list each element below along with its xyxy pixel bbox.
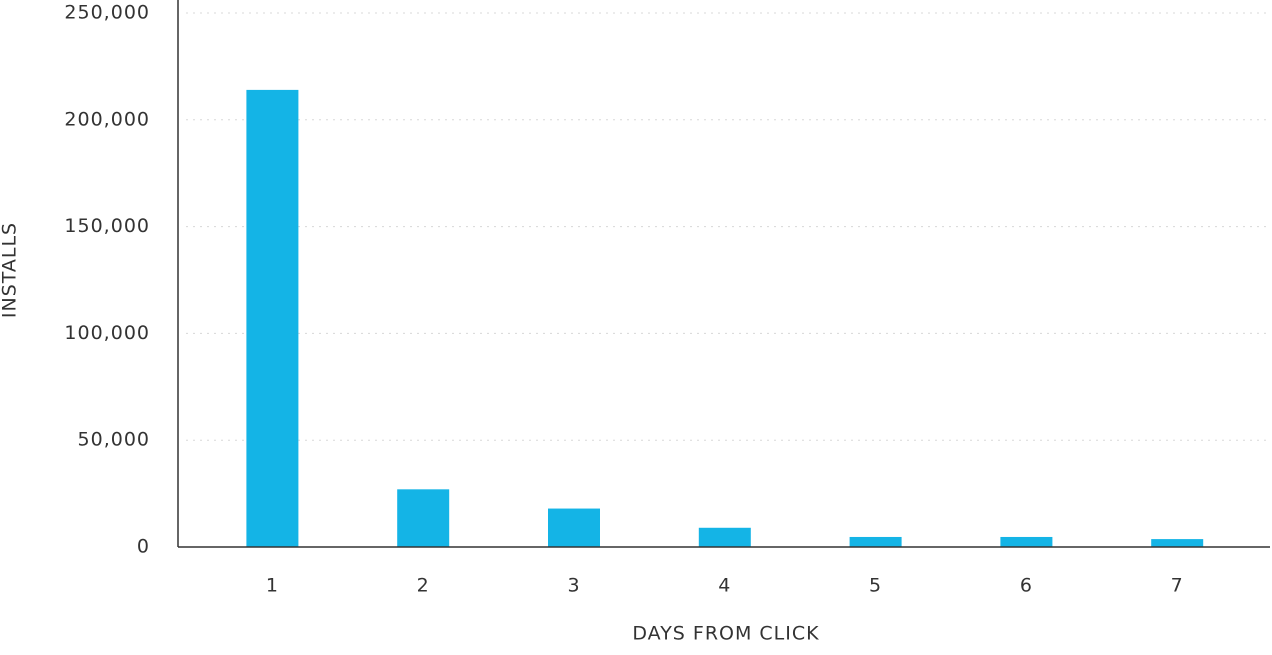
y-tick-label: 150,000 xyxy=(64,215,150,237)
x-tick-label: 5 xyxy=(869,575,882,597)
y-tick-label: 100,000 xyxy=(64,322,150,344)
x-tick-label: 4 xyxy=(718,575,731,597)
y-axis-title: INSTALLS xyxy=(0,222,21,318)
x-tick-label: 7 xyxy=(1171,575,1184,597)
y-tick-label: 250,000 xyxy=(64,2,150,24)
bar xyxy=(1151,539,1204,547)
x-axis-title: DAYS FROM CLICK xyxy=(632,623,819,645)
bar xyxy=(698,527,751,547)
bar xyxy=(1000,536,1053,547)
x-tick-label: 6 xyxy=(1020,575,1033,597)
x-tick-label: 3 xyxy=(567,575,580,597)
bar xyxy=(246,89,299,548)
bar xyxy=(397,489,450,547)
x-tick-label: 2 xyxy=(417,575,430,597)
x-tick-label: 1 xyxy=(266,575,279,597)
bar xyxy=(849,536,902,547)
y-tick-label: 200,000 xyxy=(64,108,150,130)
y-tick-label: 50,000 xyxy=(78,429,150,451)
bar xyxy=(548,508,600,547)
y-tick-label: 0 xyxy=(137,536,150,558)
